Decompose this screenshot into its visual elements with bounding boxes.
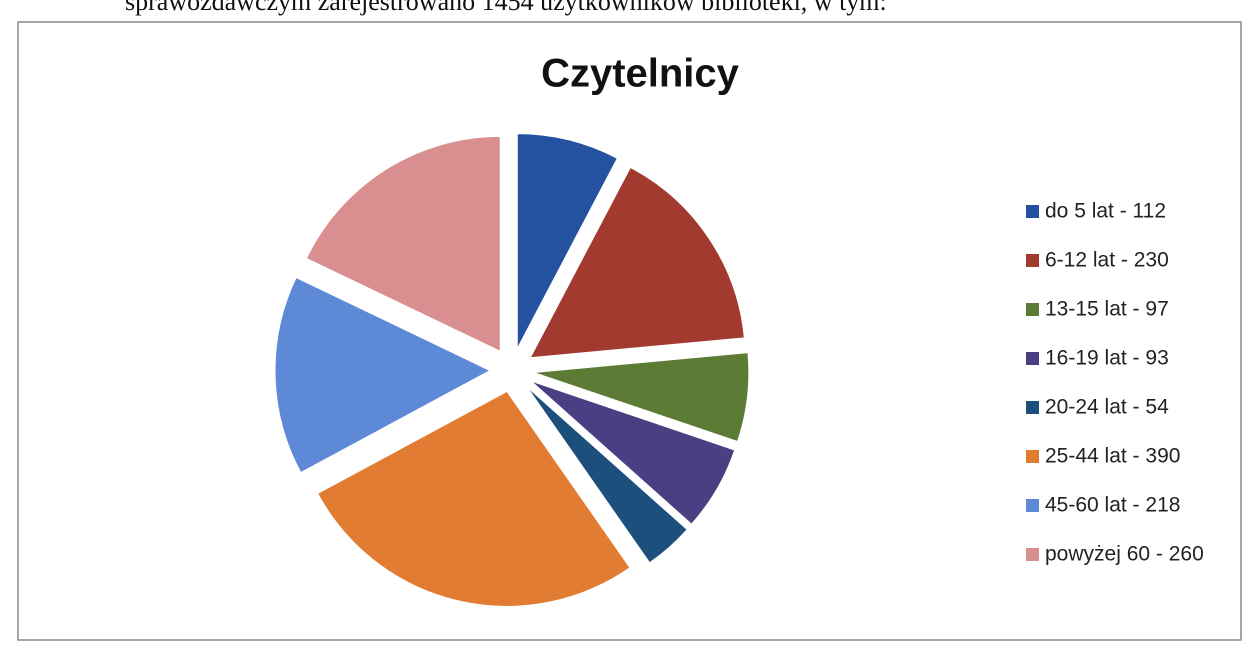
pie-slice [317, 390, 631, 607]
legend-swatch [1026, 303, 1039, 316]
legend-label: 20-24 lat - 54 [1045, 396, 1169, 419]
pie [274, 133, 750, 607]
legend-swatch [1026, 401, 1039, 414]
legend-label: powyżej 60 - 260 [1045, 543, 1204, 566]
legend-swatch [1026, 254, 1039, 267]
chart-title: Czytelnicy [541, 52, 740, 96]
legend: do 5 lat - 112 6-12 lat - 230 13-15 lat - … [1026, 200, 1204, 566]
legend-label: 45-60 lat - 218 [1045, 494, 1180, 517]
pie-slice [305, 135, 501, 353]
pie-slice [516, 133, 618, 349]
legend-label: 6-12 lat - 230 [1045, 249, 1169, 272]
pie-slice [530, 380, 736, 525]
legend-label: 16-19 lat - 93 [1045, 347, 1169, 370]
legend-swatch [1026, 548, 1039, 561]
pie-slice [526, 386, 688, 564]
legend-swatch [1026, 205, 1039, 218]
legend-label: do 5 lat - 112 [1045, 200, 1166, 223]
pie-slice [274, 276, 492, 474]
pie-slice [533, 352, 750, 443]
legend-swatch [1026, 499, 1039, 512]
pie-slice [529, 166, 745, 359]
legend-swatch [1026, 352, 1039, 365]
legend-label: 25-44 lat - 390 [1045, 445, 1180, 468]
caption: sprawozdawczym zarejestrowano 1454 użytk… [125, 0, 887, 16]
legend-label: 13-15 lat - 97 [1045, 298, 1169, 321]
legend-swatch [1026, 450, 1039, 463]
